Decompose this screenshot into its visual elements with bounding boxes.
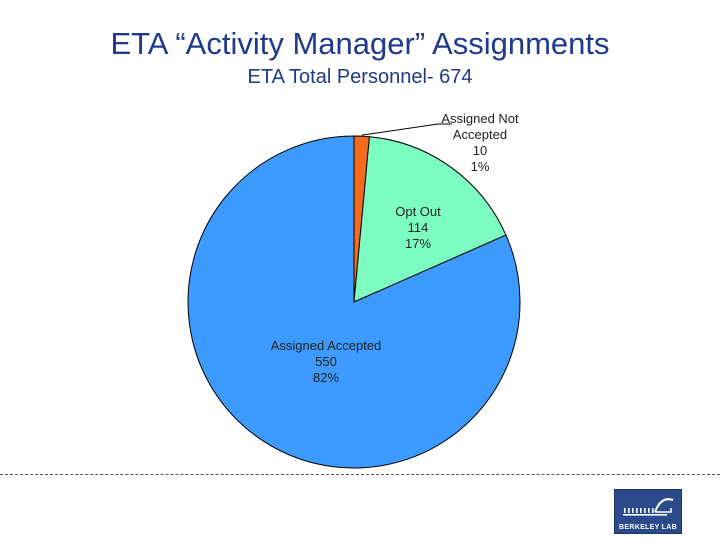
slice-value: 10	[472, 143, 488, 158]
slice-label-opt-out: Opt Out 114 17%	[380, 204, 456, 252]
slice-percent: 82%	[312, 370, 340, 385]
berkeley-lab-logo: BERKELEY LAB	[614, 489, 682, 534]
page-title: ETA “Activity Manager” Assignments	[110, 26, 610, 61]
slice-label-assigned-accepted: Assigned Accepted 550 82%	[255, 338, 397, 386]
pie-chart	[187, 123, 521, 469]
slice-name: Accepted	[452, 127, 508, 142]
berkeley-lab-logo-icon	[623, 498, 674, 516]
pie-slice-opt-out	[353, 136, 507, 303]
leader-line	[361, 123, 452, 136]
slice-name: Assigned Not	[441, 111, 519, 126]
slice-label-assigned-not-accepted: Assigned Not Accepted 10 1%	[430, 111, 530, 175]
slice-name: Assigned Accepted	[270, 338, 382, 353]
slice-percent: 1%	[470, 159, 490, 174]
footer-divider	[0, 474, 720, 475]
chart-subtitle: ETA Total Personnel- 674	[247, 66, 473, 88]
logo-text: BERKELEY LAB	[619, 524, 677, 531]
slice-value: 550	[315, 354, 337, 369]
slice-percent: 17%	[404, 236, 432, 251]
slice-value: 114	[407, 220, 429, 235]
slice-name: Opt Out	[395, 204, 441, 219]
pie-slice-assigned-accepted	[187, 135, 521, 469]
